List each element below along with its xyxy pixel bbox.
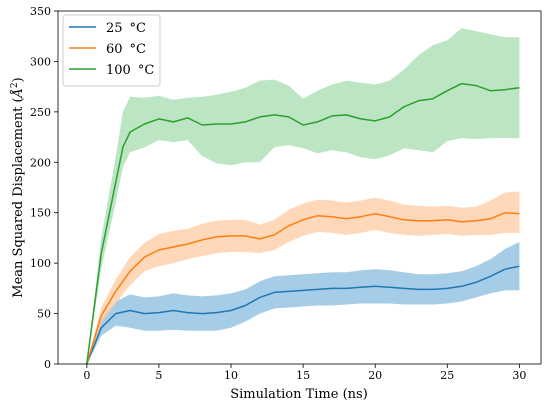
x-tick-label: 20 — [368, 369, 382, 382]
band-series-0 — [86, 242, 520, 364]
legend-label: 100 °C — [106, 63, 154, 78]
legend-entry-100c: 100 °C — [69, 63, 154, 78]
confidence-bands — [86, 28, 520, 364]
legend: 25 °C 60 °C 100 °C — [62, 14, 161, 87]
plot-frame — [57, 10, 542, 365]
line-series-1 — [86, 211, 520, 365]
y-tick-label: 0 — [44, 358, 51, 371]
x-tick-label: 10 — [224, 369, 238, 382]
x-axis-ticks: 0 5 10 15 20 25 30 — [83, 364, 526, 382]
x-tick-label: 25 — [440, 369, 454, 382]
y-tick-label: 200 — [30, 156, 51, 169]
y-axis-label: Mean Squared Displacement (Å2) — [10, 77, 26, 297]
y-tick-label: 300 — [30, 55, 51, 68]
y-axis-ticks: 0 50 100 150 200 250 300 350 — [30, 5, 58, 371]
legend-label: 25 °C — [106, 21, 146, 36]
y-tick-label: 250 — [30, 106, 51, 119]
line-series-2 — [86, 82, 520, 365]
line-series-0 — [86, 265, 520, 365]
legend-entry-60c: 60 °C — [69, 42, 146, 57]
series-lines — [86, 82, 520, 365]
x-tick-label: 15 — [296, 369, 310, 382]
y-tick-label: 50 — [37, 308, 51, 321]
band-series-2 — [86, 28, 520, 364]
y-tick-label: 100 — [30, 257, 51, 270]
legend-entry-25c: 25 °C — [69, 21, 146, 36]
x-axis-label: Simulation Time (ns) — [230, 387, 368, 402]
y-tick-label: 150 — [30, 207, 51, 220]
x-tick-label: 5 — [155, 369, 162, 382]
x-tick-label: 30 — [512, 369, 526, 382]
x-tick-label: 0 — [83, 369, 90, 382]
band-series-1 — [86, 191, 520, 364]
legend-label: 60 °C — [106, 42, 146, 57]
y-tick-label: 350 — [30, 5, 51, 18]
